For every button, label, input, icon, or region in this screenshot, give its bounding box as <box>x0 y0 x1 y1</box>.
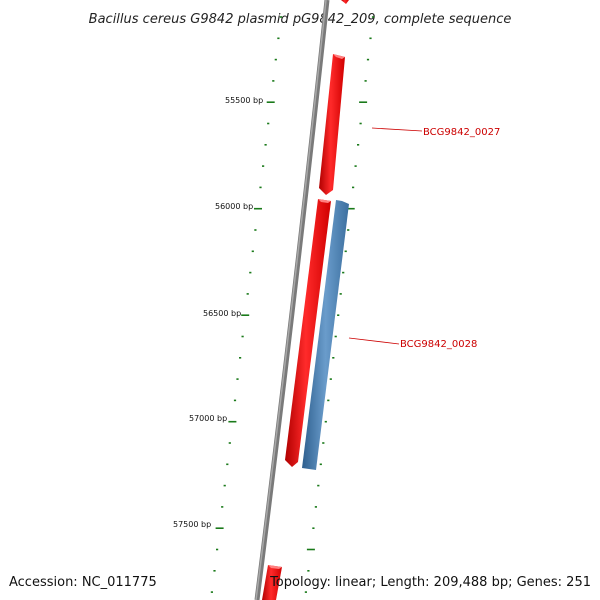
gene-label-bcg9842-0027[interactable]: BCG9842_0027 <box>423 127 500 138</box>
gene-arrow-forward-large <box>285 199 331 467</box>
bp-label-57500: 57500 bp <box>173 520 211 529</box>
forward-gene-top-partial <box>341 0 349 4</box>
bp-label-56500: 56500 bp <box>203 309 241 318</box>
right-tick-track <box>304 16 375 593</box>
gene-arrow-forward-large-top <box>318 199 331 203</box>
gene-arrow-bcg9842-0028 <box>302 200 349 470</box>
sequence-backbone-highlight <box>255 0 327 600</box>
bp-label-56000: 56000 bp <box>215 202 253 211</box>
left-tick-track <box>210 16 283 593</box>
gene-label-bcg9842-0028[interactable]: BCG9842_0028 <box>400 339 477 350</box>
gene-label-leader-bcg9842-0028 <box>348 337 400 345</box>
bp-label-57000: 57000 bp <box>189 414 227 423</box>
gene-arrow-bcg9842-0027-top <box>333 54 345 59</box>
map-title: Bacillus cereus G9842 plasmid pG9842_209… <box>89 12 512 27</box>
gene-label-leader-bcg9842-0027 <box>371 127 423 132</box>
bp-label-55500: 55500 bp <box>225 96 263 105</box>
forward-gene-bottom-partial-top <box>268 565 282 569</box>
sequence-backbone <box>254 0 330 600</box>
accession-text: Accession: NC_011775 <box>9 575 157 590</box>
sequence-summary-text: Topology: linear; Length: 209,488 bp; Ge… <box>269 575 591 590</box>
forward-gene-bottom-partial <box>262 565 282 600</box>
gene-arrow-bcg9842-0027 <box>319 54 345 195</box>
